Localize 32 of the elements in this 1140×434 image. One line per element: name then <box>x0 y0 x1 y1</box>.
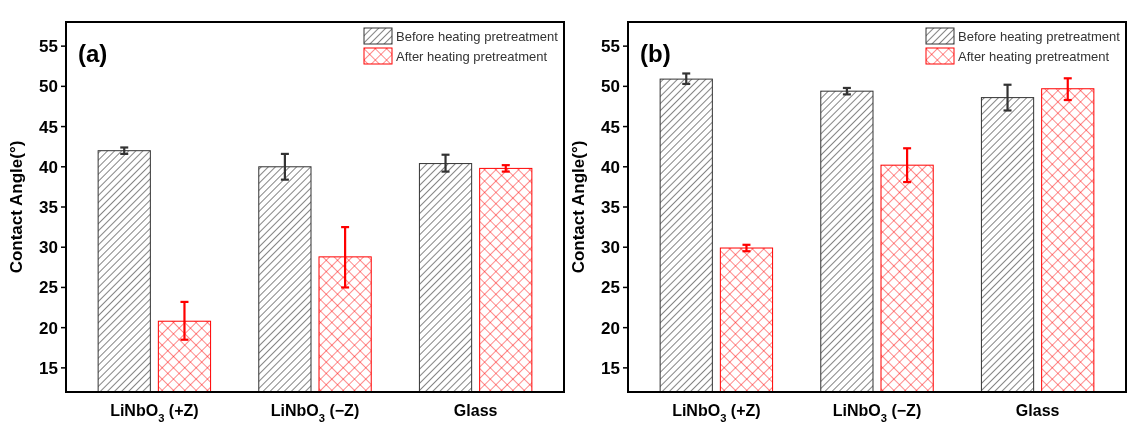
x-tick-label: LiNbO$_{3}$ (−Z) <box>832 402 922 424</box>
text: (a) <box>78 40 108 67</box>
x-tick-label: LiNbO$_{3}$ (−Z) <box>270 402 360 424</box>
y-tick-label: 55 <box>39 37 58 57</box>
y-tick-label: 50 <box>39 77 58 97</box>
y-tick-label: 40 <box>39 157 58 177</box>
y-tick-label: 40 <box>601 157 620 177</box>
y-tick-label: 35 <box>39 197 58 217</box>
y-tick-label: 50 <box>601 77 620 97</box>
y-axis-title: Contact Angle(°) <box>7 140 26 274</box>
x-tick-label: Glass <box>1015 402 1060 419</box>
legend-label: Before heating pretreatment <box>958 29 1121 44</box>
y-tick-label: 25 <box>601 278 620 298</box>
y-tick-label: 25 <box>39 278 58 298</box>
legend-label: After heating pretreatment <box>396 49 548 64</box>
y-tick-label: 55 <box>601 37 620 57</box>
y-tick-label: 20 <box>39 318 58 338</box>
y-tick-label: 20 <box>601 318 620 338</box>
y-axis-title: Contact Angle(°) <box>569 140 588 274</box>
legend-label: After heating pretreatment <box>958 49 1110 64</box>
y-tick-label: 45 <box>601 117 620 137</box>
y-tick-label: 15 <box>39 358 58 378</box>
x-tick-label: Glass <box>453 402 498 419</box>
y-tick-label: 15 <box>601 358 620 378</box>
y-tick-label: 45 <box>39 117 58 137</box>
x-tick-label: LiNbO$_{3}$ (+Z) <box>672 402 761 424</box>
legend-label: Before heating pretreatment <box>396 29 559 44</box>
y-tick-label: 30 <box>39 238 58 258</box>
y-tick-label: 35 <box>601 197 620 217</box>
x-tick-label: LiNbO$_{3}$ (+Z) <box>110 402 199 424</box>
text: (b) <box>640 40 671 67</box>
y-tick-label: 30 <box>601 238 620 258</box>
